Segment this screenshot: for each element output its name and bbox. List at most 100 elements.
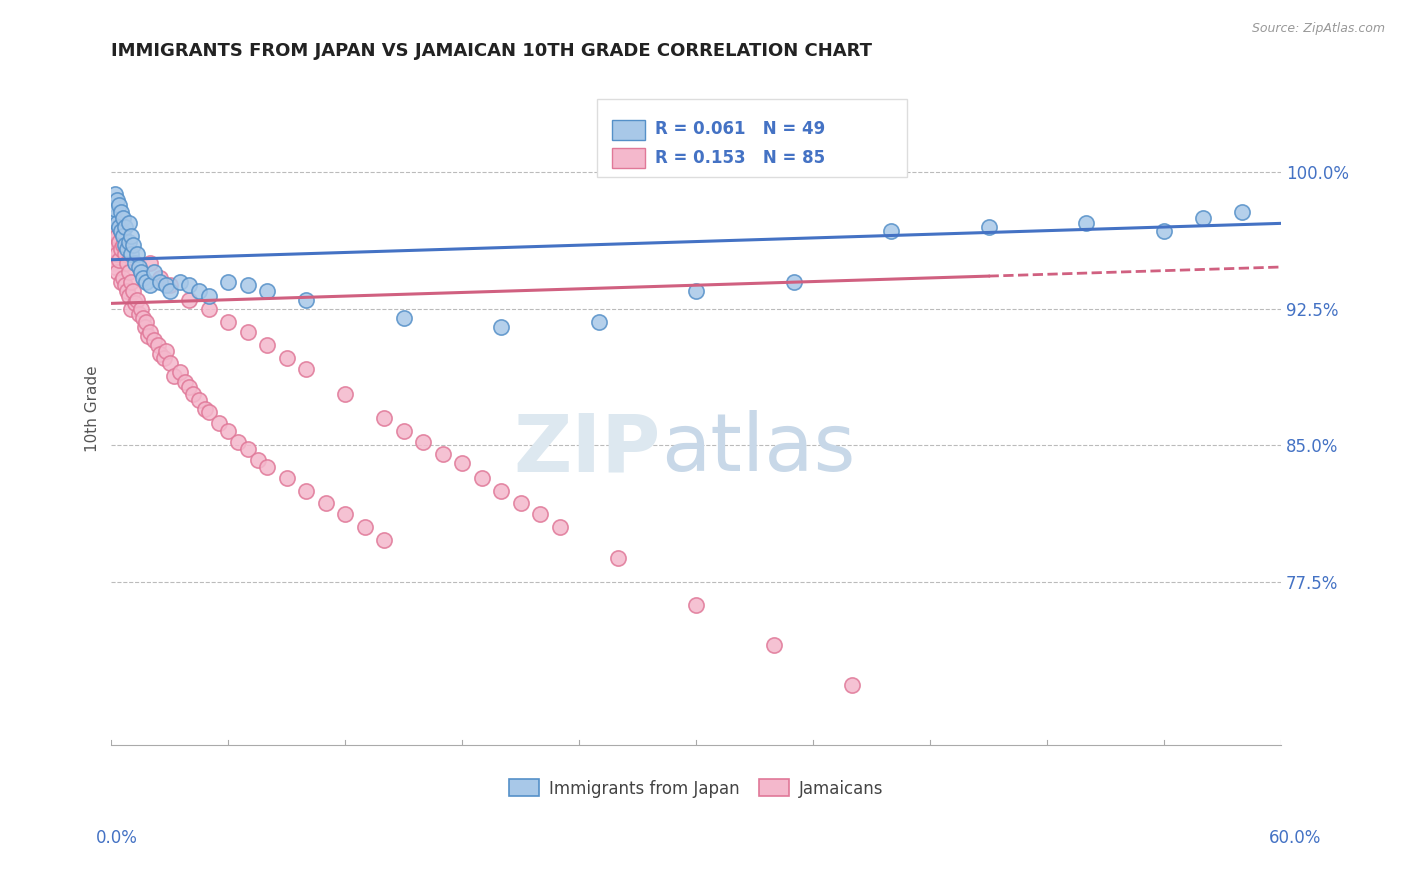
Point (143, 333, 166, 347)
Point (256, 460, 278, 475)
Point (841, 678, 863, 692)
Point (509, 496, 531, 510)
Point (246, 452, 269, 467)
Point (1153, 224, 1175, 238)
Text: R = 0.061   N = 49: R = 0.061 N = 49 (655, 120, 825, 138)
Point (114, 238, 136, 252)
Point (103, 256, 125, 270)
Point (149, 271, 172, 285)
Point (188, 284, 211, 298)
Point (108, 252, 131, 267)
Point (1074, 216, 1097, 230)
Point (118, 216, 141, 230)
Point (217, 275, 239, 289)
Point (103, 211, 125, 225)
Point (143, 265, 166, 279)
Point (335, 508, 357, 522)
Point (163, 369, 186, 384)
Text: 60.0%: 60.0% (1270, 829, 1322, 847)
Point (174, 375, 197, 389)
Point (110, 205, 132, 219)
Point (295, 293, 318, 307)
Point (110, 224, 132, 238)
Point (120, 301, 142, 316)
Point (149, 347, 172, 361)
Text: 0.0%: 0.0% (96, 829, 138, 847)
Point (128, 260, 150, 274)
Point (131, 310, 153, 325)
Point (104, 224, 127, 238)
Point (105, 216, 128, 230)
Point (179, 380, 201, 394)
Point (169, 366, 191, 380)
Point (115, 256, 138, 270)
Point (529, 508, 551, 522)
Point (118, 235, 141, 249)
Point (880, 224, 903, 238)
Point (977, 219, 1000, 234)
FancyBboxPatch shape (612, 120, 645, 140)
Point (114, 219, 136, 234)
Point (256, 284, 278, 298)
Point (135, 275, 157, 289)
Point (491, 483, 513, 498)
Point (179, 293, 201, 307)
Point (118, 265, 141, 279)
Point (139, 256, 162, 270)
Point (236, 278, 259, 293)
Text: ZIP: ZIP (513, 410, 661, 488)
Point (217, 315, 239, 329)
Point (139, 278, 162, 293)
Point (335, 387, 357, 401)
Point (103, 238, 125, 252)
Point (105, 229, 128, 244)
Point (104, 260, 127, 274)
Point (256, 338, 278, 352)
Point (112, 238, 135, 252)
Point (159, 284, 181, 298)
Point (169, 275, 191, 289)
Point (295, 362, 318, 376)
Point (129, 265, 152, 279)
Point (155, 343, 177, 358)
Point (607, 551, 630, 566)
Point (108, 235, 131, 249)
Point (782, 275, 804, 289)
Point (153, 351, 176, 365)
Point (471, 471, 494, 485)
Point (412, 434, 434, 449)
Point (451, 457, 474, 471)
Point (115, 242, 138, 256)
Point (491, 320, 513, 334)
Point (105, 265, 128, 279)
Point (432, 447, 454, 461)
Point (588, 315, 610, 329)
Point (159, 356, 181, 370)
Point (104, 187, 127, 202)
Point (104, 242, 127, 256)
Point (135, 315, 157, 329)
Point (114, 247, 136, 261)
Point (188, 392, 211, 407)
Point (373, 411, 395, 425)
Text: R = 0.153   N = 85: R = 0.153 N = 85 (655, 149, 825, 167)
Point (110, 224, 132, 238)
Point (149, 275, 172, 289)
Point (108, 198, 131, 212)
Text: atlas: atlas (661, 410, 855, 488)
Text: Source: ZipAtlas.com: Source: ZipAtlas.com (1251, 22, 1385, 36)
Point (112, 211, 135, 225)
Point (110, 275, 132, 289)
Point (1192, 211, 1215, 225)
Point (148, 338, 170, 352)
Point (763, 638, 786, 652)
Point (155, 278, 177, 293)
Point (236, 442, 259, 456)
Point (207, 417, 229, 431)
Point (198, 301, 221, 316)
Point (114, 278, 136, 293)
Point (198, 289, 221, 303)
Point (226, 434, 249, 449)
Point (373, 533, 395, 547)
Point (236, 326, 259, 340)
